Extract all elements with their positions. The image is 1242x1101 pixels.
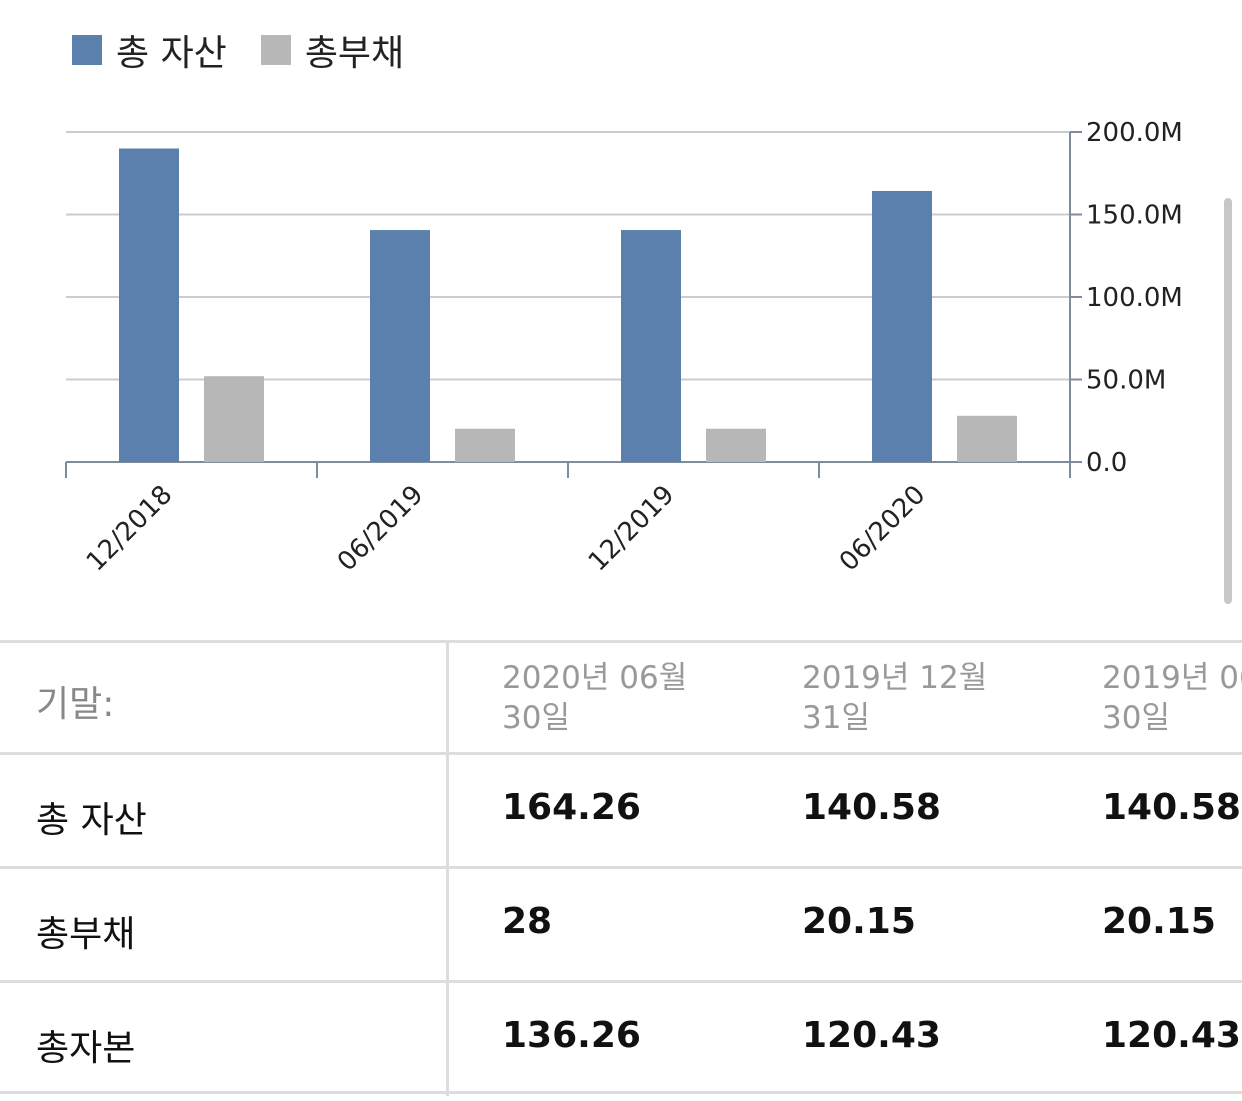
- table-cell: 140.58: [802, 787, 941, 828]
- row-label-total-equity: 총자본: [36, 1028, 136, 1069]
- x-tick-label: 06/2020: [834, 480, 932, 578]
- vertical-scrollbar[interactable]: [1224, 198, 1232, 604]
- legend-swatch-total-assets: [72, 35, 102, 65]
- legend-item-total-assets[interactable]: 총 자산: [72, 24, 227, 76]
- table-cell: 136.26: [502, 1015, 641, 1056]
- column-header-2-line2: 31일: [802, 700, 870, 736]
- x-tick-label: 06/2019: [332, 480, 430, 578]
- table-column-divider: [446, 640, 449, 1096]
- table-cell: 28: [502, 901, 553, 942]
- table-cell: 164.26: [502, 787, 641, 828]
- column-header-3-line1: 2019년 06월: [1102, 660, 1242, 696]
- y-tick-label: 50.0M: [1086, 366, 1166, 396]
- column-header-1-line1: 2020년 06월: [502, 660, 688, 696]
- table-row-total-assets: 총 자산 164.26 140.58 140.58: [0, 752, 1242, 866]
- bar: [872, 190, 932, 462]
- table-cell: 120.43: [1102, 1015, 1241, 1056]
- period-end-label: 기말:: [36, 684, 115, 725]
- column-header-1: 2020년 06월 30일: [502, 658, 687, 738]
- table-cell: 140.58: [1102, 787, 1241, 828]
- legend-swatch-total-liabilities: [260, 35, 291, 65]
- bar: [119, 148, 179, 462]
- y-tick-label: 150.0M: [1086, 201, 1183, 231]
- row-label-total-assets: 총 자산: [36, 800, 147, 841]
- table-cell: 20.15: [1102, 901, 1216, 942]
- bar: [957, 415, 1017, 462]
- table-cell: 120.43: [802, 1015, 941, 1056]
- column-header-3: 2019년 06월 30일: [1102, 658, 1242, 738]
- y-tick-label: 0.0: [1086, 448, 1127, 478]
- x-tick-label: 12/2019: [583, 480, 681, 578]
- table-row-total-liabilities: 총부채 28 20.15 20.15: [0, 866, 1242, 980]
- table-row-total-equity: 총자본 136.26 120.43 120.43: [0, 980, 1242, 1094]
- row-label-total-liabilities: 총부채: [36, 914, 136, 955]
- table-header-row: 기말: 2020년 06월 30일 2019년 12월 31일 2019년 06…: [0, 640, 1242, 752]
- bar: [204, 376, 264, 462]
- financial-table: 기말: 2020년 06월 30일 2019년 12월 31일 2019년 06…: [0, 640, 1242, 1094]
- bar-chart: 0.0 50.0M 100.0M 150.0M 200.0M 12/2018 06/2019…: [65, 118, 1183, 578]
- y-tick-label: 200.0M: [1086, 118, 1183, 148]
- legend-label-total-liabilities: 총부채: [304, 33, 405, 74]
- legend-label-total-assets: 총 자산: [116, 33, 227, 74]
- column-header-1-line2: 30일: [502, 700, 570, 736]
- bar: [455, 428, 515, 462]
- bar: [621, 230, 681, 462]
- x-tick-label: 12/2018: [81, 480, 179, 578]
- column-header-2: 2019년 12월 31일: [802, 658, 987, 738]
- bar: [706, 428, 766, 462]
- table-cell: 20.15: [802, 901, 916, 942]
- y-tick-label: 100.0M: [1086, 283, 1183, 313]
- chart-legend: 총 자산 총부채: [72, 24, 438, 76]
- bar: [370, 230, 430, 462]
- column-header-3-line2: 30일: [1102, 700, 1170, 736]
- column-header-2-line1: 2019년 12월: [802, 660, 988, 696]
- legend-item-total-liabilities[interactable]: 총부채: [260, 24, 405, 76]
